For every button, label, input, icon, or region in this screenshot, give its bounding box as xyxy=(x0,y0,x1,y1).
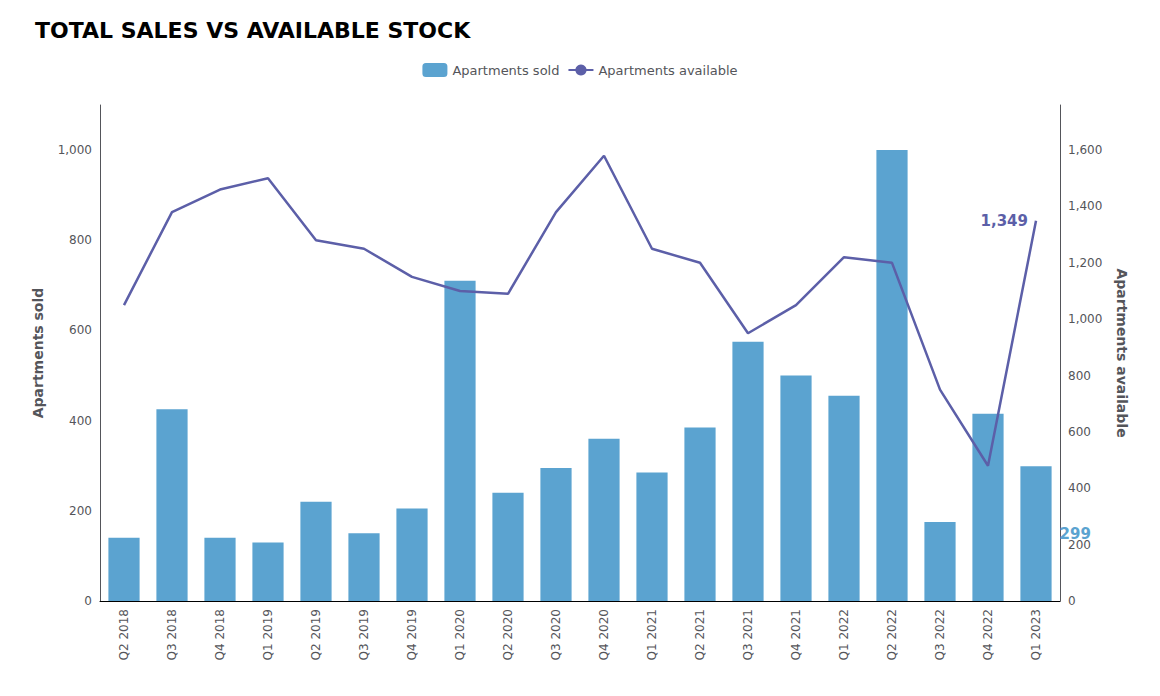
svg-text:Q3 2022: Q3 2022 xyxy=(933,609,947,660)
svg-text:Q4 2019: Q4 2019 xyxy=(405,609,419,660)
svg-text:Apartments available: Apartments available xyxy=(1114,268,1130,437)
svg-text:Q2 2018: Q2 2018 xyxy=(117,609,131,660)
svg-text:200: 200 xyxy=(1068,537,1091,552)
svg-text:Q2 2020: Q2 2020 xyxy=(501,609,515,660)
svg-text:Q4 2021: Q4 2021 xyxy=(789,609,803,660)
svg-text:Q1 2020: Q1 2020 xyxy=(453,609,467,660)
svg-text:Q1 2023: Q1 2023 xyxy=(1029,609,1043,660)
svg-text:Q1 2021: Q1 2021 xyxy=(645,609,659,660)
svg-text:Q3 2019: Q3 2019 xyxy=(357,609,371,660)
svg-text:Apartments available: Apartments available xyxy=(598,63,737,78)
svg-text:Q3 2020: Q3 2020 xyxy=(549,609,563,660)
svg-text:Q4 2020: Q4 2020 xyxy=(597,609,611,660)
svg-text:Q2 2022: Q2 2022 xyxy=(885,609,899,660)
svg-text:Q3 2021: Q3 2021 xyxy=(741,609,755,660)
svg-text:0: 0 xyxy=(84,594,92,608)
svg-text:Q2 2021: Q2 2021 xyxy=(693,609,707,660)
svg-text:299: 299 xyxy=(1060,525,1091,543)
svg-text:Q4 2018: Q4 2018 xyxy=(213,609,227,660)
svg-text:400: 400 xyxy=(1068,481,1091,495)
svg-text:Q4 2022: Q4 2022 xyxy=(981,609,995,660)
svg-text:1,200: 1,200 xyxy=(1068,256,1102,270)
svg-text:Q1 2019: Q1 2019 xyxy=(261,609,275,660)
svg-text:800: 800 xyxy=(69,233,92,247)
svg-text:Q1 2022: Q1 2022 xyxy=(837,609,851,660)
svg-text:600: 600 xyxy=(1068,425,1091,439)
svg-text:600: 600 xyxy=(69,323,92,337)
svg-text:Q2 2019: Q2 2019 xyxy=(309,609,323,660)
svg-text:200: 200 xyxy=(69,504,92,518)
svg-text:1,000: 1,000 xyxy=(1068,312,1102,326)
svg-text:Apartments sold: Apartments sold xyxy=(30,288,46,419)
svg-text:1,400: 1,400 xyxy=(1068,199,1102,213)
svg-text:1,349: 1,349 xyxy=(981,212,1028,230)
svg-text:1,600: 1,600 xyxy=(1068,143,1102,157)
svg-text:Q3 2018: Q3 2018 xyxy=(165,609,179,660)
svg-text:400: 400 xyxy=(69,414,92,428)
svg-text:0: 0 xyxy=(1068,594,1076,608)
svg-text:Apartments sold: Apartments sold xyxy=(452,63,559,78)
svg-text:1,000: 1,000 xyxy=(58,143,92,157)
svg-text:TOTAL SALES VS AVAILABLE STOCK: TOTAL SALES VS AVAILABLE STOCK xyxy=(35,18,471,43)
svg-text:800: 800 xyxy=(1068,369,1091,383)
